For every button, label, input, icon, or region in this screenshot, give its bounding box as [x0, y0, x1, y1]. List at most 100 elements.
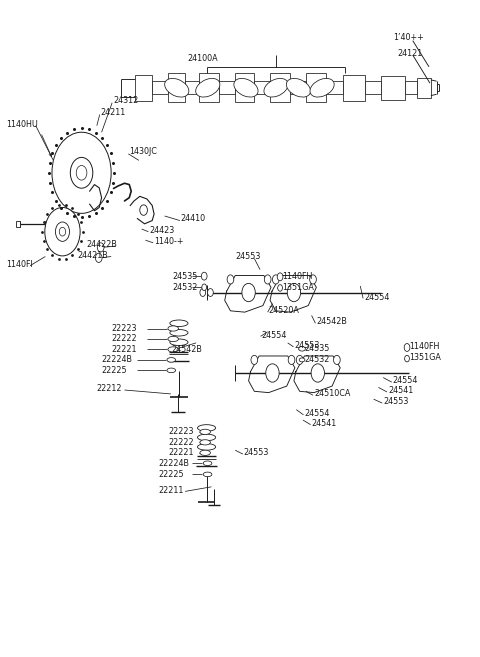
- Text: 24554: 24554: [304, 409, 330, 418]
- Polygon shape: [218, 81, 235, 95]
- Text: 24554: 24554: [364, 292, 389, 302]
- Polygon shape: [135, 75, 152, 101]
- Circle shape: [266, 364, 279, 382]
- Circle shape: [45, 208, 80, 256]
- Ellipse shape: [299, 358, 305, 362]
- Circle shape: [405, 355, 409, 362]
- Ellipse shape: [234, 78, 258, 97]
- Circle shape: [76, 166, 87, 180]
- Circle shape: [288, 355, 295, 365]
- Polygon shape: [405, 81, 417, 95]
- Text: 24211: 24211: [101, 108, 126, 117]
- Ellipse shape: [264, 78, 288, 97]
- Text: 22222: 22222: [111, 334, 137, 344]
- Polygon shape: [270, 74, 290, 102]
- Text: 1140FH: 1140FH: [409, 342, 440, 351]
- Text: 24541: 24541: [312, 419, 337, 428]
- Circle shape: [264, 275, 271, 284]
- Text: 1140FI: 1140FI: [6, 260, 33, 269]
- Text: 22211: 22211: [158, 486, 183, 495]
- Ellipse shape: [170, 339, 188, 346]
- Text: 24410: 24410: [181, 214, 206, 223]
- Circle shape: [311, 364, 324, 382]
- Text: 1140FH: 1140FH: [282, 271, 312, 281]
- Ellipse shape: [310, 78, 334, 97]
- Ellipse shape: [287, 78, 311, 97]
- Text: 22221: 22221: [111, 345, 137, 354]
- Circle shape: [287, 283, 300, 302]
- Polygon shape: [306, 74, 326, 102]
- Circle shape: [273, 275, 279, 284]
- Text: 24520A: 24520A: [269, 306, 300, 315]
- Text: 22224B: 22224B: [158, 459, 189, 468]
- Ellipse shape: [200, 440, 210, 445]
- Polygon shape: [326, 81, 343, 95]
- Circle shape: [60, 227, 66, 236]
- Text: 24100A: 24100A: [188, 55, 218, 64]
- Text: 22225: 22225: [102, 366, 127, 375]
- Polygon shape: [365, 81, 381, 95]
- Text: 24535: 24535: [304, 344, 330, 353]
- Ellipse shape: [168, 347, 179, 352]
- Text: 24541: 24541: [388, 386, 413, 395]
- Text: 24532: 24532: [304, 355, 330, 364]
- Text: 24421B: 24421B: [78, 251, 108, 260]
- Circle shape: [278, 284, 282, 291]
- Text: 1351GA: 1351GA: [282, 283, 314, 292]
- Text: 22222: 22222: [168, 438, 194, 447]
- Ellipse shape: [200, 429, 210, 434]
- Circle shape: [404, 344, 410, 351]
- Text: 22224B: 22224B: [102, 355, 132, 365]
- Polygon shape: [290, 81, 306, 95]
- Ellipse shape: [170, 329, 188, 336]
- Circle shape: [70, 158, 93, 188]
- Circle shape: [227, 275, 234, 284]
- Polygon shape: [199, 74, 218, 102]
- Text: 1’40++: 1’40++: [393, 33, 423, 42]
- Text: 1351GA: 1351GA: [409, 353, 441, 363]
- Circle shape: [97, 243, 104, 252]
- Ellipse shape: [165, 78, 189, 97]
- Text: 24553: 24553: [294, 341, 320, 350]
- Polygon shape: [254, 81, 270, 95]
- Circle shape: [277, 273, 283, 281]
- Circle shape: [55, 222, 70, 241]
- Polygon shape: [235, 74, 254, 102]
- Text: 24542B: 24542B: [316, 317, 347, 327]
- Polygon shape: [168, 74, 185, 102]
- Text: 24553: 24553: [244, 448, 269, 457]
- Circle shape: [201, 272, 207, 280]
- Ellipse shape: [198, 434, 216, 441]
- Text: 24553: 24553: [235, 252, 261, 261]
- Polygon shape: [381, 76, 405, 99]
- Ellipse shape: [198, 424, 216, 431]
- Ellipse shape: [196, 78, 220, 97]
- Circle shape: [140, 205, 147, 215]
- Text: 24422B: 24422B: [86, 240, 117, 249]
- Ellipse shape: [167, 357, 176, 362]
- Ellipse shape: [299, 346, 305, 351]
- Polygon shape: [16, 221, 21, 227]
- Ellipse shape: [198, 443, 216, 450]
- Text: 24553: 24553: [383, 397, 408, 406]
- Text: 1430JC: 1430JC: [129, 147, 157, 156]
- Polygon shape: [343, 75, 365, 101]
- Text: 24535: 24535: [172, 271, 198, 281]
- Circle shape: [296, 355, 303, 365]
- Ellipse shape: [170, 320, 188, 327]
- Ellipse shape: [203, 472, 212, 477]
- Text: 24121: 24121: [397, 49, 423, 58]
- Text: 1140-+: 1140-+: [154, 237, 183, 246]
- Text: 24312: 24312: [114, 97, 139, 105]
- Text: 24423: 24423: [149, 226, 175, 235]
- Text: 24554: 24554: [262, 330, 287, 340]
- Ellipse shape: [168, 336, 179, 342]
- Text: 24554: 24554: [393, 376, 418, 386]
- Circle shape: [202, 284, 206, 290]
- Ellipse shape: [168, 326, 179, 331]
- Circle shape: [52, 132, 111, 214]
- Text: 1140HU: 1140HU: [6, 120, 38, 129]
- Circle shape: [200, 288, 205, 296]
- Polygon shape: [185, 81, 199, 95]
- Text: 22225: 22225: [158, 470, 183, 479]
